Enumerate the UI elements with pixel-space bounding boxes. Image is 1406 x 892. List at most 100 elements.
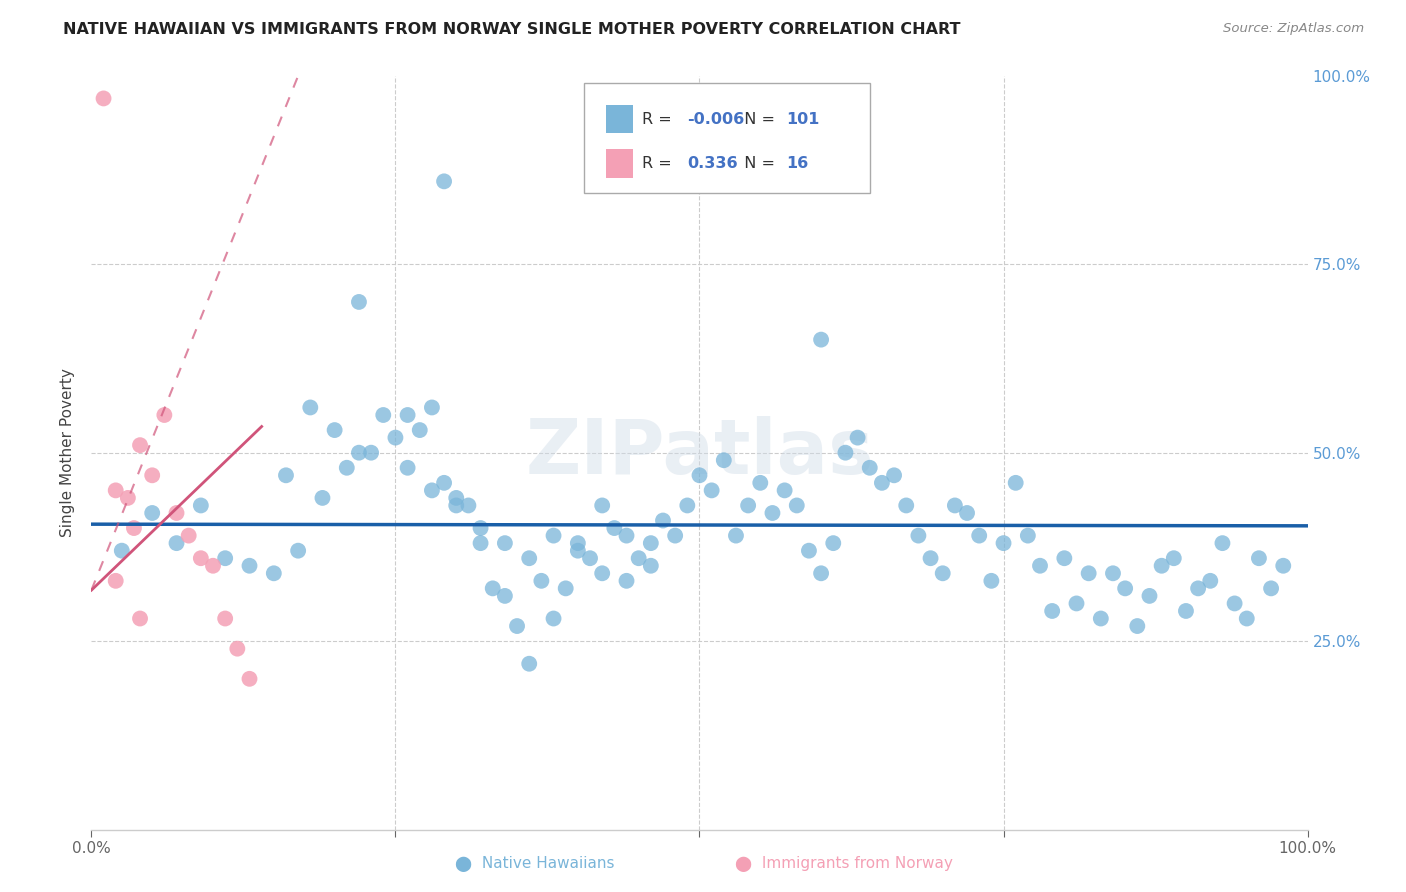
Point — [700, 483, 723, 498]
Point — [567, 543, 589, 558]
Point — [420, 483, 443, 498]
Text: ⬤  Immigrants from Norway: ⬤ Immigrants from Norway — [735, 856, 952, 872]
Point — [761, 506, 783, 520]
Point — [444, 499, 467, 513]
Point — [1175, 604, 1198, 618]
Point — [274, 468, 297, 483]
Point — [797, 543, 820, 558]
Point — [1223, 596, 1246, 610]
Point — [202, 558, 225, 573]
Text: R =: R = — [643, 156, 682, 171]
Point — [931, 566, 953, 581]
Point — [396, 460, 419, 475]
Point — [141, 506, 163, 520]
Point — [214, 611, 236, 625]
Text: NATIVE HAWAIIAN VS IMMIGRANTS FROM NORWAY SINGLE MOTHER POVERTY CORRELATION CHAR: NATIVE HAWAIIAN VS IMMIGRANTS FROM NORWA… — [63, 22, 960, 37]
Point — [627, 551, 650, 566]
Point — [481, 582, 503, 596]
Point — [616, 574, 638, 588]
Point — [1017, 528, 1039, 542]
Point — [640, 536, 662, 550]
Point — [457, 499, 479, 513]
Text: Source: ZipAtlas.com: Source: ZipAtlas.com — [1223, 22, 1364, 36]
Point — [664, 528, 686, 542]
Point — [166, 506, 188, 520]
Point — [263, 566, 285, 581]
Point — [676, 499, 699, 513]
Point — [1260, 582, 1282, 596]
Point — [517, 551, 540, 566]
Point — [470, 521, 492, 535]
Text: 101: 101 — [786, 112, 820, 127]
Text: N =: N = — [734, 156, 780, 171]
Point — [640, 558, 662, 573]
Point — [749, 475, 772, 490]
Point — [153, 408, 176, 422]
Point — [226, 641, 249, 656]
Point — [1139, 589, 1161, 603]
Point — [122, 521, 145, 535]
Point — [409, 423, 432, 437]
Text: 16: 16 — [786, 156, 808, 171]
Point — [470, 536, 492, 550]
Point — [141, 468, 163, 483]
Point — [603, 521, 626, 535]
Point — [737, 499, 759, 513]
Point — [494, 589, 516, 603]
Point — [591, 566, 613, 581]
Point — [93, 91, 115, 105]
Point — [444, 491, 467, 505]
Point — [810, 333, 832, 347]
Point — [567, 536, 589, 550]
Point — [104, 574, 127, 588]
Point — [688, 468, 710, 483]
Point — [786, 499, 808, 513]
Point — [1053, 551, 1076, 566]
Point — [287, 543, 309, 558]
Point — [104, 483, 127, 498]
Point — [190, 499, 212, 513]
Point — [1090, 611, 1112, 625]
Point — [870, 475, 893, 490]
Point — [396, 408, 419, 422]
Point — [506, 619, 529, 633]
Point — [591, 499, 613, 513]
Point — [810, 566, 832, 581]
Point — [420, 401, 443, 415]
Point — [846, 431, 869, 445]
Point — [1163, 551, 1185, 566]
Text: -0.006: -0.006 — [688, 112, 745, 127]
Point — [1066, 596, 1088, 610]
Point — [1211, 536, 1233, 550]
Point — [129, 438, 152, 452]
Point — [433, 174, 456, 188]
Point — [823, 536, 845, 550]
Point — [773, 483, 796, 498]
FancyBboxPatch shape — [583, 83, 870, 193]
Point — [111, 543, 134, 558]
Point — [1199, 574, 1222, 588]
Point — [859, 460, 882, 475]
Point — [943, 499, 966, 513]
Point — [311, 491, 333, 505]
Point — [920, 551, 942, 566]
Point — [1272, 558, 1295, 573]
Point — [1004, 475, 1026, 490]
Y-axis label: Single Mother Poverty: Single Mother Poverty — [60, 368, 76, 537]
Point — [433, 475, 456, 490]
Point — [1247, 551, 1270, 566]
Point — [347, 294, 370, 310]
Point — [652, 514, 675, 528]
Text: R =: R = — [643, 112, 678, 127]
Point — [1040, 604, 1063, 618]
Point — [494, 536, 516, 550]
Text: ZIPatlas: ZIPatlas — [526, 416, 873, 490]
Point — [336, 460, 359, 475]
Point — [214, 551, 236, 566]
Point — [896, 499, 918, 513]
Point — [129, 611, 152, 625]
Point — [323, 423, 346, 437]
Point — [543, 528, 565, 542]
Point — [883, 468, 905, 483]
Point — [834, 445, 856, 460]
